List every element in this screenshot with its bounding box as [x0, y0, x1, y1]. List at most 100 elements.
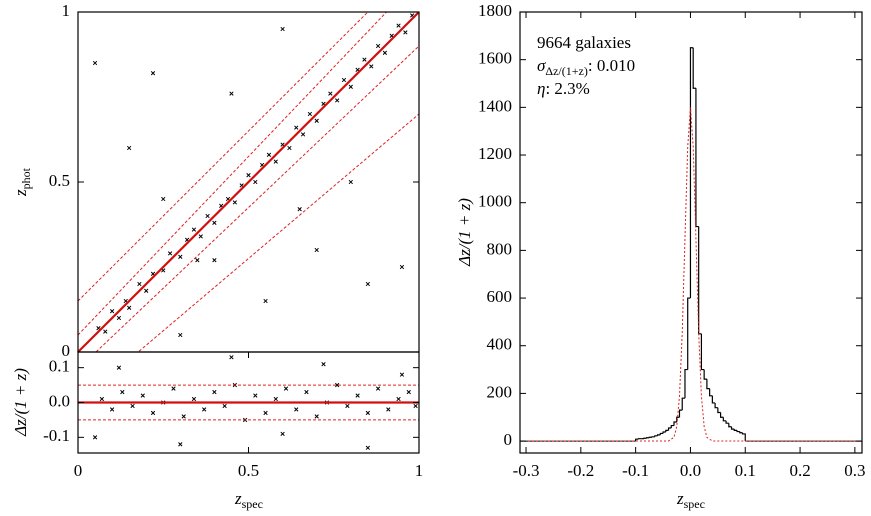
histogram-bin	[659, 432, 664, 435]
point	[126, 305, 132, 310]
point	[126, 145, 132, 151]
point	[229, 355, 234, 360]
histogram-bin	[711, 395, 716, 404]
histogram-bin	[698, 226, 702, 335]
histogram-bin	[700, 333, 705, 371]
histogram-bin	[689, 47, 694, 299]
y-axis-label: zphot	[11, 167, 33, 197]
point	[246, 173, 251, 178]
point	[167, 251, 173, 256]
histogram-bin	[673, 421, 677, 426]
y-axis-label-main: z	[11, 189, 30, 197]
point	[120, 389, 125, 395]
point	[229, 91, 234, 96]
x-axis-label: zspec	[676, 489, 705, 511]
histogram-bin	[706, 379, 710, 390]
annotation-main: σ	[537, 56, 546, 75]
point	[191, 396, 197, 402]
histogram-bin	[670, 424, 675, 428]
point	[314, 414, 319, 419]
point	[116, 315, 122, 321]
point	[263, 410, 268, 416]
point	[212, 258, 217, 263]
histogram-bin	[665, 429, 669, 433]
point	[348, 179, 353, 185]
point	[92, 435, 98, 440]
y-axis-label-sub: phot	[19, 167, 33, 189]
point	[103, 329, 108, 334]
histogram-bin	[678, 409, 683, 418]
plot-area	[78, 355, 419, 450]
point	[375, 386, 381, 391]
histogram-bin	[656, 434, 661, 436]
annotation-main: 9664 galaxies	[537, 33, 631, 52]
histogram-bin	[714, 402, 718, 409]
y-tick-label: 1800	[478, 1, 512, 20]
y-tick-label: 600	[487, 287, 513, 306]
point	[140, 393, 145, 398]
point	[406, 389, 411, 395]
plot-area	[78, 12, 419, 352]
histogram-bin	[722, 417, 727, 422]
histogram-bin	[654, 435, 658, 437]
annotation-sub: Δz/(1+z)	[545, 64, 587, 78]
point	[178, 332, 183, 338]
x-tick-label: -0.1	[622, 461, 649, 480]
point	[280, 431, 285, 436]
x-tick-label: 0.5	[238, 461, 259, 480]
point	[150, 410, 156, 416]
y-axis-label: Δz/(1 + z)	[11, 368, 30, 437]
point	[362, 57, 367, 62]
point	[171, 386, 176, 391]
point	[403, 30, 408, 35]
point	[300, 132, 306, 137]
y-tick-label: 200	[487, 382, 513, 401]
point	[137, 281, 142, 287]
point	[212, 389, 217, 395]
x-tick-label: 0.2	[789, 461, 810, 480]
x-tick-label: 1	[415, 461, 424, 480]
y-tick-label: 800	[487, 239, 513, 258]
x-tick-label: -0.3	[513, 461, 540, 480]
histogram-bin	[741, 432, 746, 442]
frame	[77, 351, 420, 454]
point	[178, 442, 183, 447]
histogram-bin	[709, 388, 713, 397]
point	[375, 43, 381, 49]
point	[273, 159, 278, 164]
point	[341, 77, 347, 83]
point	[266, 152, 272, 157]
x-tick-label: 0.3	[844, 461, 865, 480]
point	[294, 407, 299, 412]
histogram-bin	[739, 431, 743, 434]
point	[116, 365, 122, 370]
point	[314, 118, 319, 123]
y-tick-label: 0.0	[49, 391, 70, 410]
histogram-bin	[717, 407, 721, 414]
point	[294, 125, 299, 130]
point	[232, 200, 238, 205]
x-axis-label-sub: spec	[684, 497, 705, 511]
histogram-bin	[733, 429, 738, 431]
gaussian-fit	[520, 107, 862, 442]
point	[345, 403, 350, 409]
point	[348, 84, 353, 89]
histogram-bin	[635, 438, 639, 442]
point	[191, 227, 197, 232]
x-axis-label-main: z	[234, 489, 242, 508]
y-tick-label: 1	[62, 1, 71, 20]
y-tick-label: 0	[62, 341, 71, 360]
y-tick-label: 0.1	[49, 357, 70, 376]
point	[396, 396, 401, 402]
histogram-bin	[684, 368, 688, 399]
outlier-line	[137, 113, 419, 352]
annotation: σΔz/(1+z): 0.010	[537, 56, 635, 78]
outlier-line	[78, 12, 369, 302]
histogram-bin	[736, 430, 740, 433]
y-tick-label: 1600	[478, 49, 512, 68]
x-tick-label: 0.1	[735, 461, 756, 480]
point	[321, 362, 326, 367]
point	[287, 145, 292, 151]
point	[273, 396, 278, 402]
point	[355, 393, 360, 398]
